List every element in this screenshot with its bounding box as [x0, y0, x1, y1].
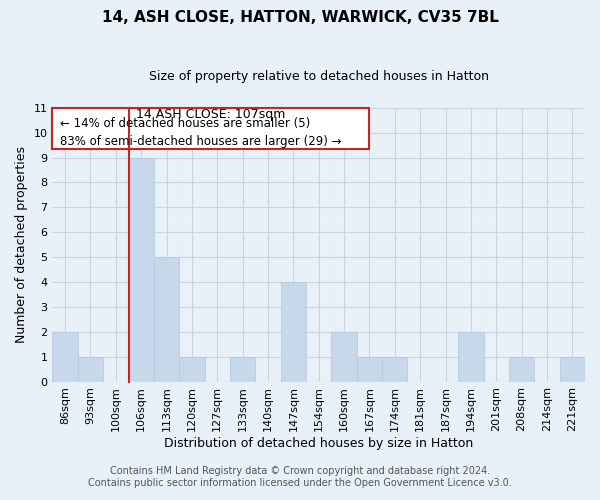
Y-axis label: Number of detached properties: Number of detached properties [15, 146, 28, 343]
Text: 14 ASH CLOSE: 107sqm: 14 ASH CLOSE: 107sqm [136, 108, 286, 120]
Bar [331, 332, 357, 382]
Text: Contains HM Land Registry data © Crown copyright and database right 2024.
Contai: Contains HM Land Registry data © Crown c… [88, 466, 512, 487]
Bar [128, 158, 154, 382]
Bar [52, 332, 78, 382]
X-axis label: Distribution of detached houses by size in Hatton: Distribution of detached houses by size … [164, 437, 473, 450]
Bar [509, 356, 534, 382]
Bar [357, 356, 382, 382]
Bar [560, 356, 585, 382]
Bar [179, 356, 205, 382]
Text: 83% of semi-detached houses are larger (29) →: 83% of semi-detached houses are larger (… [60, 135, 341, 148]
Text: 14, ASH CLOSE, HATTON, WARWICK, CV35 7BL: 14, ASH CLOSE, HATTON, WARWICK, CV35 7BL [101, 10, 499, 25]
Text: ← 14% of detached houses are smaller (5): ← 14% of detached houses are smaller (5) [60, 118, 310, 130]
Bar [382, 356, 407, 382]
Bar [458, 332, 484, 382]
Bar [281, 282, 306, 382]
Bar [230, 356, 256, 382]
FancyBboxPatch shape [52, 108, 370, 149]
Bar [154, 257, 179, 382]
Bar [78, 356, 103, 382]
Title: Size of property relative to detached houses in Hatton: Size of property relative to detached ho… [149, 70, 489, 83]
